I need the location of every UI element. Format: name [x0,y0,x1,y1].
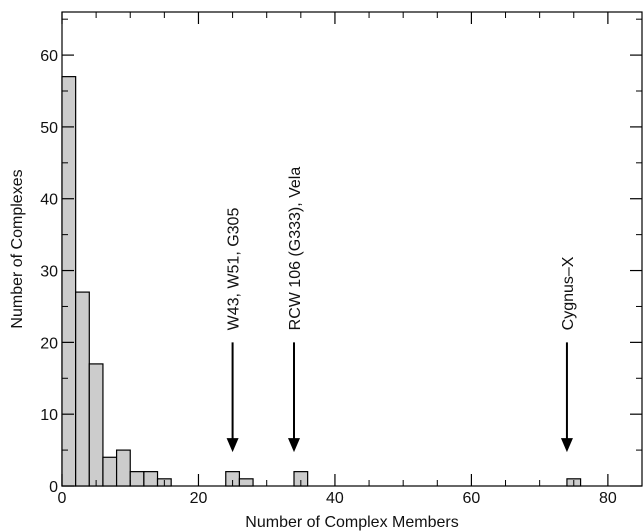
histogram-bar [129,471,145,487]
x-tick-label: 20 [190,490,208,507]
histogram-bar [88,363,104,487]
y-tick-label: 0 [49,479,58,496]
annotation-arrow-head [560,438,573,453]
histogram-bars [61,76,582,487]
annotation-label: RCW 106 (G333), Vela [287,167,304,331]
histogram-bar [143,471,159,487]
x-tick-label: 40 [326,490,344,507]
annotations: W43, W51, G305 RCW 106 (G333), Vela Cygnus… [226,167,577,453]
y-tick-label: 60 [40,48,58,65]
histogram-bar [61,76,77,487]
histogram-bar [102,456,118,487]
histogram-bar [75,291,90,487]
plot-frame [61,11,643,487]
y-tick-label: 10 [40,407,58,424]
axis-ticks: 0 20 40 60 80 0 10 20 30 40 50 60 [40,12,642,507]
annotation-arrow-head [288,438,300,453]
histogram-bar [238,478,254,487]
y-tick-label: 40 [40,192,58,209]
x-tick-label: 60 [463,490,481,507]
x-axis-title: Number of Complex Members [245,514,458,531]
annotation-arrow-head [226,438,239,453]
y-axis-title: Number of Complexes [9,169,26,328]
y-tick-label: 20 [40,335,58,352]
x-tick-label: 80 [599,490,617,507]
y-tick-label: 30 [40,264,58,281]
x-tick-label: 0 [58,490,67,507]
annotation-label: Cygnus–X [560,256,577,330]
y-tick-label: 50 [40,120,58,137]
annotation-label: W43, W51, G305 [226,208,243,331]
histogram-bar [115,449,131,487]
